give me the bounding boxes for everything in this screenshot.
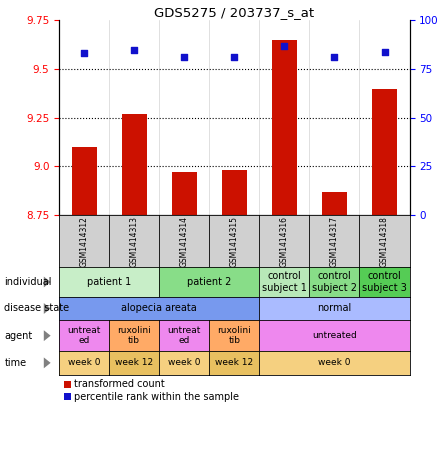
Text: ruxolini
tib: ruxolini tib: [217, 326, 251, 345]
Polygon shape: [44, 357, 51, 368]
Point: [381, 48, 388, 55]
Text: time: time: [4, 358, 27, 368]
Bar: [72, 147, 97, 215]
Point: [81, 50, 88, 57]
Text: untreat
ed: untreat ed: [67, 326, 101, 345]
Text: ruxolini
tib: ruxolini tib: [117, 326, 151, 345]
Text: GSM1414315: GSM1414315: [230, 216, 239, 267]
Text: control
subject 3: control subject 3: [362, 271, 407, 293]
Text: untreat
ed: untreat ed: [168, 326, 201, 345]
Text: patient 1: patient 1: [87, 277, 131, 287]
Bar: [172, 172, 197, 215]
Point: [131, 46, 138, 53]
Bar: [272, 40, 297, 215]
Text: individual: individual: [4, 277, 52, 287]
Text: GSM1414316: GSM1414316: [280, 216, 289, 267]
Bar: [372, 88, 397, 215]
Polygon shape: [44, 303, 51, 314]
Text: GSM1414312: GSM1414312: [80, 216, 88, 267]
Text: transformed count: transformed count: [74, 379, 165, 389]
Point: [281, 42, 288, 49]
Text: disease state: disease state: [4, 304, 70, 313]
Text: percentile rank within the sample: percentile rank within the sample: [74, 392, 239, 402]
Polygon shape: [44, 330, 51, 341]
Text: untreated: untreated: [312, 331, 357, 340]
Text: week 0: week 0: [168, 358, 201, 367]
Text: normal: normal: [317, 304, 352, 313]
Text: GSM1414313: GSM1414313: [130, 216, 139, 267]
Polygon shape: [44, 276, 51, 287]
Title: GDS5275 / 203737_s_at: GDS5275 / 203737_s_at: [154, 6, 314, 19]
Point: [331, 54, 338, 61]
Bar: [122, 114, 147, 215]
Bar: [222, 170, 247, 215]
Text: week 12: week 12: [215, 358, 254, 367]
Text: agent: agent: [4, 331, 32, 341]
Text: GSM1414318: GSM1414318: [380, 216, 389, 267]
Text: week 0: week 0: [68, 358, 100, 367]
Text: patient 2: patient 2: [187, 277, 232, 287]
Text: week 0: week 0: [318, 358, 351, 367]
Text: control
subject 2: control subject 2: [312, 271, 357, 293]
Point: [181, 54, 188, 61]
Point: [231, 54, 238, 61]
Text: control
subject 1: control subject 1: [262, 271, 307, 293]
Bar: [322, 192, 347, 215]
Text: GSM1414317: GSM1414317: [330, 216, 339, 267]
Text: GSM1414314: GSM1414314: [180, 216, 189, 267]
Text: week 12: week 12: [115, 358, 153, 367]
Text: alopecia areata: alopecia areata: [121, 304, 197, 313]
